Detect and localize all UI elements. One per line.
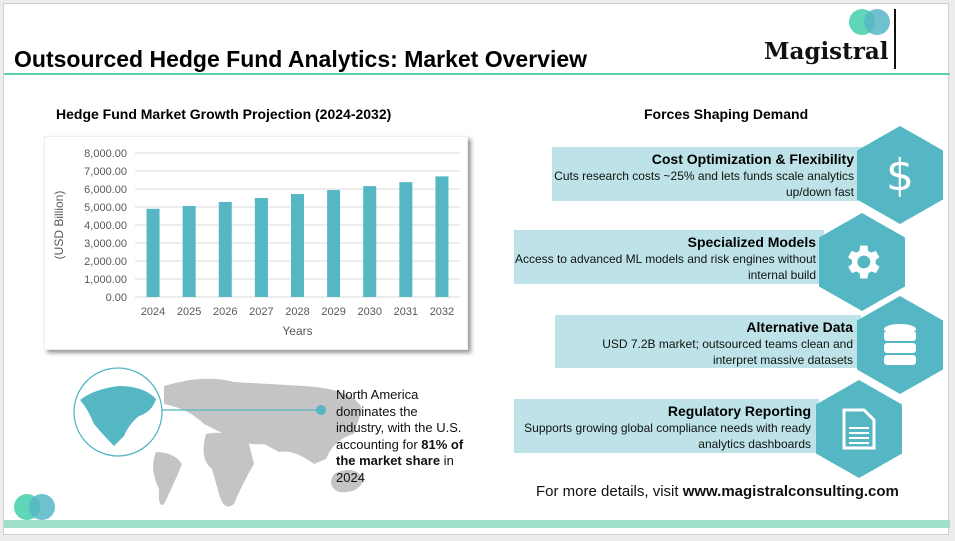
africa-shape bbox=[203, 432, 254, 507]
force-title: Regulatory Reporting bbox=[667, 403, 811, 419]
website-link[interactable]: www.magistralconsulting.com bbox=[682, 483, 899, 500]
north-america-shape bbox=[80, 386, 156, 446]
y-tick-label: 6,000.00 bbox=[84, 184, 127, 196]
forces-title: Forces Shaping Demand bbox=[644, 106, 809, 122]
south-america-shape bbox=[153, 452, 182, 505]
bar-2024 bbox=[146, 208, 160, 297]
world-map-svg bbox=[73, 367, 364, 507]
callout-dot bbox=[316, 405, 326, 415]
force-card-data: Alternative Data USD 7.2B market; outsour… bbox=[555, 315, 861, 368]
force-desc: Cuts research costs ~25% and lets funds … bbox=[554, 169, 854, 199]
bar-2031 bbox=[399, 182, 413, 297]
y-tick-label: 2,000.00 bbox=[84, 256, 127, 268]
y-tick-label: 1,000.00 bbox=[84, 274, 127, 286]
chart-svg: 0.00 1,000.00 2,000.00 3,000.00 4,000.00 5,00… bbox=[52, 148, 460, 338]
y-axis-label: (USD Billion) bbox=[52, 191, 66, 260]
y-tick-label: 8,000.00 bbox=[84, 148, 127, 160]
y-tick-label: 3,000.00 bbox=[84, 238, 127, 250]
logo-bar bbox=[894, 9, 896, 69]
australia-shape bbox=[330, 470, 364, 493]
bar-2027 bbox=[254, 198, 268, 297]
x-tick-label: 2026 bbox=[213, 306, 237, 318]
force-desc: Supports growing global compliance needs… bbox=[524, 421, 811, 451]
y-tick-label: 5,000.00 bbox=[84, 202, 127, 214]
dollar-icon: $ bbox=[857, 126, 943, 224]
logo-text: Magistral bbox=[764, 38, 889, 65]
x-tick-label: 2029 bbox=[321, 306, 345, 318]
x-tick-label: 2028 bbox=[285, 306, 309, 318]
eurasia-shape bbox=[164, 378, 362, 464]
x-tick-label: 2025 bbox=[177, 306, 201, 318]
footer-prefix: For more details, visit bbox=[536, 483, 683, 500]
y-tick-label: 7,000.00 bbox=[84, 166, 127, 178]
bar-chart: 0.00 1,000.00 2,000.00 3,000.00 4,000.00 5,00… bbox=[44, 136, 468, 350]
chart-title: Hedge Fund Market Growth Projection (202… bbox=[56, 106, 392, 122]
bar-2029 bbox=[327, 190, 341, 297]
document-icon bbox=[816, 380, 902, 478]
header-divider bbox=[4, 73, 950, 75]
y-tick-label: 0.00 bbox=[106, 292, 127, 304]
force-desc: Access to advanced ML models and risk en… bbox=[514, 252, 816, 282]
bar-2028 bbox=[291, 194, 304, 297]
y-tick-label: 4,000.00 bbox=[84, 220, 127, 232]
bar-2032 bbox=[435, 176, 449, 297]
x-tick-label: 2032 bbox=[430, 306, 454, 318]
force-card-models: Specialized Models Access to advanced ML … bbox=[514, 230, 824, 284]
logo-circle-blue bbox=[864, 9, 890, 35]
force-card-cost: Cost Optimization & Flexibility Cuts rese… bbox=[552, 147, 862, 201]
note-text: North America dominates the industry, wi… bbox=[336, 387, 462, 452]
footer-text: For more details, visit www.magistralcon… bbox=[536, 483, 899, 500]
x-axis-label: Years bbox=[282, 324, 312, 338]
slide: Outsourced Hedge Fund Analytics: Market … bbox=[3, 3, 950, 535]
north-america-note: North America dominates the industry, wi… bbox=[336, 387, 466, 486]
bar-2026 bbox=[218, 201, 232, 297]
bar-2030 bbox=[363, 186, 377, 297]
force-desc: USD 7.2B market; outsourced teams clean … bbox=[602, 337, 853, 367]
decor-circle-blue bbox=[29, 494, 55, 520]
note-bold: 81% of the market share bbox=[336, 436, 464, 469]
x-tick-label: 2024 bbox=[141, 306, 165, 318]
note-text-end: in 2024 bbox=[336, 453, 454, 485]
page-title: Outsourced Hedge Fund Analytics: Market … bbox=[14, 46, 588, 72]
database-icon bbox=[857, 296, 943, 394]
x-tick-label: 2031 bbox=[394, 306, 418, 318]
gear-icon bbox=[819, 213, 905, 311]
force-title: Specialized Models bbox=[687, 234, 816, 250]
bar-2025 bbox=[182, 205, 196, 297]
bottom-bar bbox=[4, 520, 950, 528]
force-title: Alternative Data bbox=[746, 319, 853, 335]
force-card-reporting: Regulatory Reporting Supports growing glo… bbox=[514, 399, 819, 453]
x-tick-label: 2030 bbox=[357, 306, 381, 318]
force-title: Cost Optimization & Flexibility bbox=[651, 151, 854, 167]
x-tick-label: 2027 bbox=[249, 306, 273, 318]
